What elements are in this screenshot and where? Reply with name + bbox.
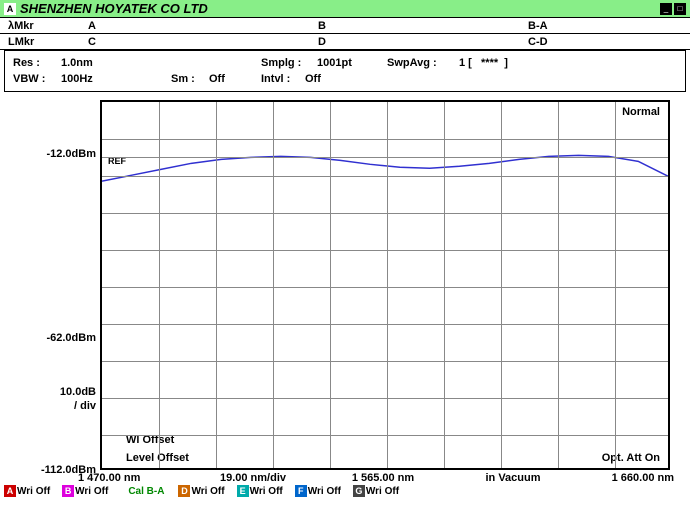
mkr-cd: C-D bbox=[528, 36, 628, 48]
mkr-d: D bbox=[318, 36, 528, 48]
l-marker-row: LMkr C D C-D bbox=[0, 34, 690, 50]
lambda-mkr-label: λMkr bbox=[8, 20, 88, 32]
x-div: 19.00 nm/div bbox=[188, 472, 318, 484]
res-label: Res : bbox=[13, 57, 61, 69]
channel-F: FWri Off bbox=[295, 485, 351, 497]
window-controls: _ □ bbox=[660, 3, 686, 15]
x-center: 1 565.00 nm bbox=[318, 472, 448, 484]
l-mkr-label: LMkr bbox=[8, 36, 88, 48]
title-bar: A SHENZHEN HOYATEK CO LTD _ □ bbox=[0, 0, 690, 18]
chart-area: -12.0dBm -62.0dBm 10.0dB / div -112.0dBm… bbox=[8, 100, 682, 470]
swpavg-label: SwpAvg : bbox=[387, 57, 459, 69]
window-title: SHENZHEN HOYATEK CO LTD bbox=[20, 1, 660, 16]
sm-value: Off bbox=[209, 73, 261, 85]
y-top-label: -12.0dBm bbox=[46, 148, 96, 160]
cal-label: Cal B-A bbox=[128, 486, 164, 497]
logo-icon: A bbox=[4, 3, 16, 15]
y-mid-label: -62.0dBm bbox=[46, 332, 96, 344]
y-div-label1: 10.0dB bbox=[60, 386, 96, 398]
y-div-label2: / div bbox=[74, 400, 96, 412]
channel-D: DWri Off bbox=[178, 485, 234, 497]
res-value: 1.0nm bbox=[61, 57, 261, 69]
status-bar: AWri OffBWri Off Cal B-A DWri OffEWri OffF… bbox=[0, 484, 690, 498]
swpavg-value: 1 [ **** ] bbox=[459, 57, 508, 69]
vbw-label: VBW : bbox=[13, 73, 61, 85]
mkr-ba: B-A bbox=[528, 20, 628, 32]
x-axis-labels: 1 470.00 nm 19.00 nm/div 1 565.00 nm in … bbox=[78, 472, 690, 484]
minimize-icon[interactable]: _ bbox=[660, 3, 672, 15]
lambda-marker-row: λMkr A B B-A bbox=[0, 18, 690, 34]
y-bottom-label: -112.0dBm bbox=[41, 464, 96, 476]
settings-panel: Res : 1.0nm Smplg : 1001pt SwpAvg : 1 [ … bbox=[4, 50, 686, 92]
intvl-label: Intvl : bbox=[261, 73, 305, 85]
mkr-a: A bbox=[88, 20, 318, 32]
x-vacuum: in Vacuum bbox=[448, 472, 578, 484]
vbw-value: 100Hz bbox=[61, 73, 171, 85]
x-end: 1 660.00 nm bbox=[578, 472, 674, 484]
channel-G: GWri Off bbox=[353, 485, 409, 497]
mkr-b: B bbox=[318, 20, 528, 32]
channel-E: EWri Off bbox=[237, 485, 293, 497]
mkr-c: C bbox=[88, 36, 318, 48]
channel-A: AWri Off bbox=[4, 485, 60, 497]
sm-label: Sm : bbox=[171, 73, 209, 85]
maximize-icon[interactable]: □ bbox=[674, 3, 686, 15]
smplg-label: Smplg : bbox=[261, 57, 317, 69]
smplg-value: 1001pt bbox=[317, 57, 387, 69]
plot-region: Normal REF Wl Offset Level Offset Opt. A… bbox=[100, 100, 670, 470]
intvl-value: Off bbox=[305, 73, 321, 85]
channel-B: BWri Off bbox=[62, 485, 118, 497]
